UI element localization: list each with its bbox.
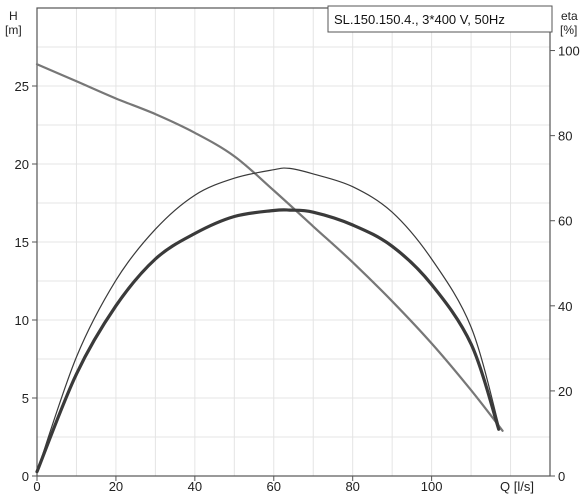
- right-axis-label-line2: [%]: [560, 23, 577, 37]
- left-tick-label: 15: [15, 235, 29, 250]
- x-tick-label: 40: [188, 479, 202, 494]
- x-tick-label: 80: [345, 479, 359, 494]
- left-axis-ticks: 0 5 10 15 20 25: [15, 79, 37, 484]
- efficiency-curve-thick: [35, 208, 501, 474]
- left-tick-label: 10: [15, 313, 29, 328]
- right-axis-ticks: 0 20 40 60 80 100: [550, 44, 580, 484]
- right-tick-label: 20: [558, 384, 572, 399]
- left-tick-label: 0: [22, 469, 29, 484]
- x-tick-label: 0: [33, 479, 40, 494]
- x-axis-label: Q [l/s]: [500, 479, 534, 494]
- right-tick-label: 0: [558, 469, 565, 484]
- x-axis-ticks: 0 20 40 60 80 100: [33, 476, 442, 494]
- right-tick-label: 60: [558, 214, 572, 229]
- left-axis-label-line1: H: [9, 9, 18, 23]
- right-axis-label-line1: eta: [561, 9, 578, 23]
- grid: [37, 8, 550, 476]
- x-tick-label: 20: [109, 479, 123, 494]
- right-tick-label: 40: [558, 299, 572, 314]
- title-box: [327, 5, 553, 33]
- head-curve: [35, 63, 504, 432]
- x-tick-label: 100: [421, 479, 443, 494]
- left-tick-label: 25: [15, 79, 29, 94]
- left-tick-label: 5: [22, 391, 29, 406]
- curves: [35, 63, 504, 474]
- right-tick-label: 100: [558, 44, 580, 59]
- right-tick-label: 80: [558, 129, 572, 144]
- x-tick-label: 60: [267, 479, 281, 494]
- efficiency-curve-thin: [36, 167, 500, 473]
- chart-title: SL.150.150.4., 3*400 V, 50Hz: [334, 12, 505, 27]
- left-tick-label: 20: [15, 157, 29, 172]
- left-axis-label-line2: [m]: [5, 23, 22, 37]
